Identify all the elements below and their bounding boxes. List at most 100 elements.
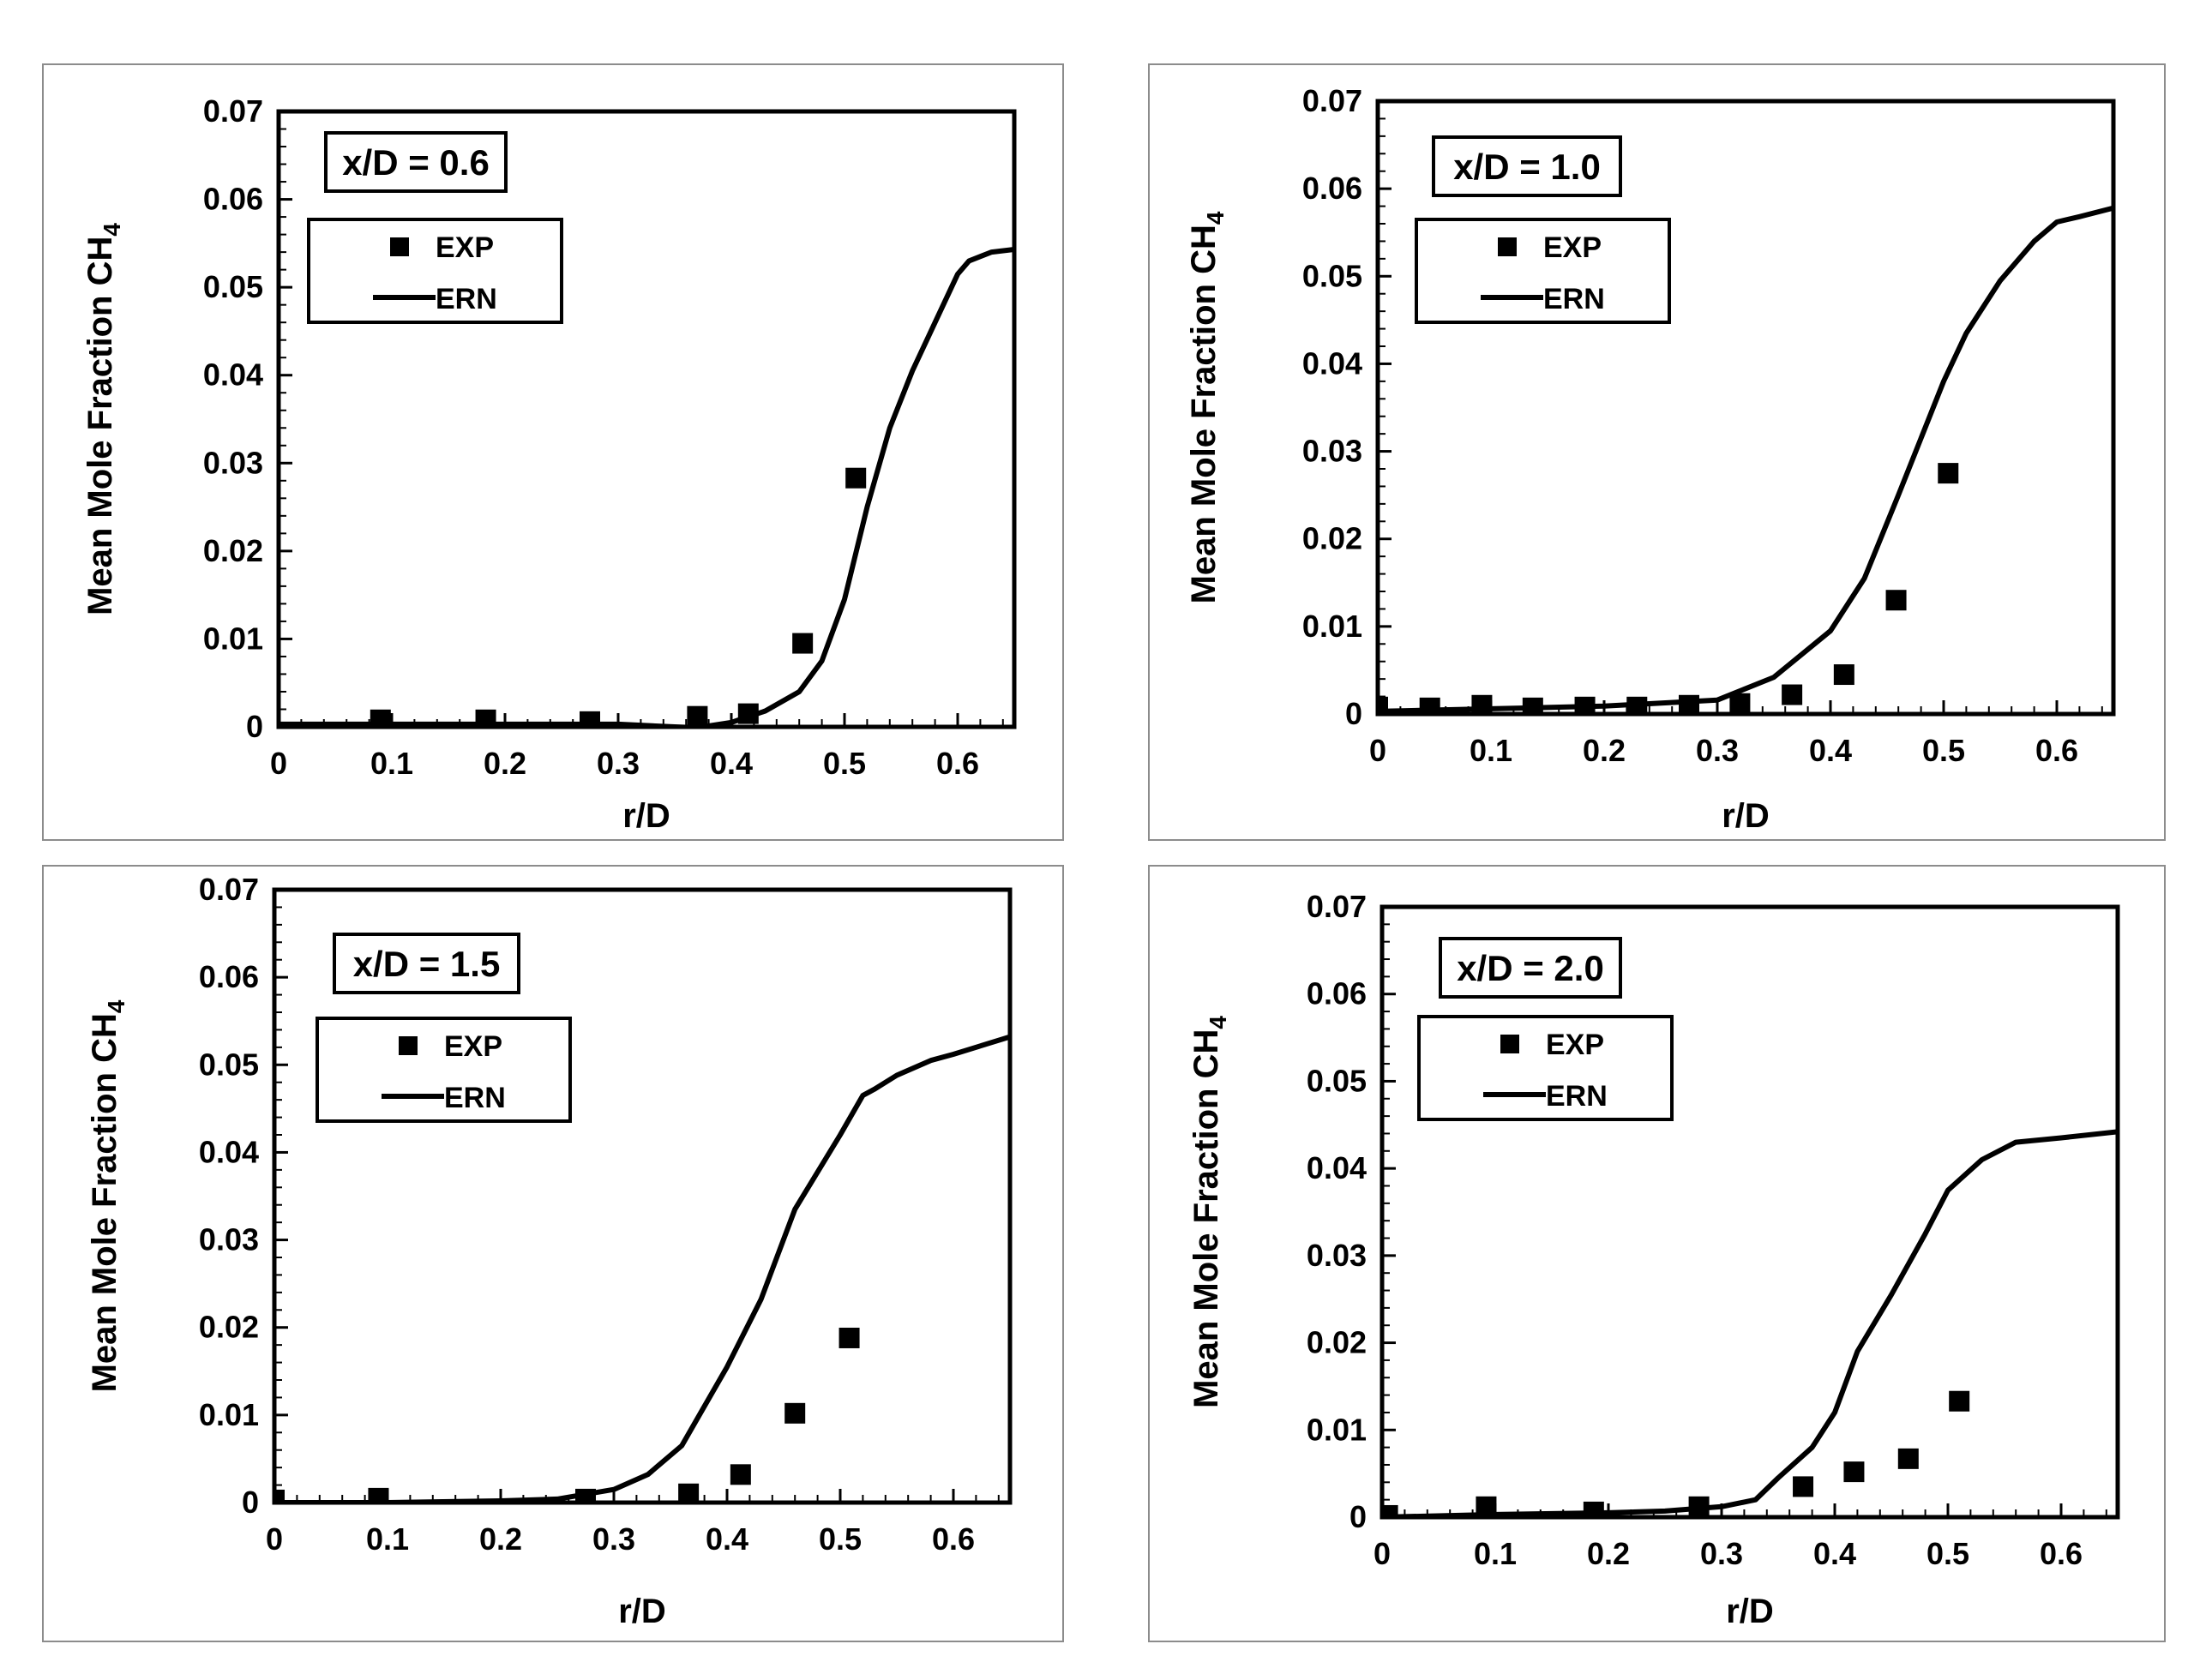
legend-ern-label: ERN (436, 283, 497, 315)
y-tick-label: 0.03 (1302, 434, 1362, 469)
plot-area (1379, 904, 2120, 1520)
legend-exp-marker (399, 1036, 418, 1055)
y-axis-title-main: Mean Mole Fraction CH (86, 1013, 123, 1392)
y-tick-label: 0.02 (203, 533, 263, 568)
condition-label: x/D = 2.0 (1457, 948, 1604, 988)
y-tick-label: 0.06 (1302, 171, 1362, 206)
x-axis-title: r/D (1726, 1593, 1774, 1630)
x-tick-label: 0 (266, 1521, 283, 1557)
y-tick-label: 0.04 (199, 1134, 259, 1169)
x-tick-label: 0.2 (1583, 733, 1626, 768)
exp-marker (1679, 694, 1699, 714)
x-tick-label: 0 (270, 746, 287, 781)
condition-box (1439, 937, 1622, 999)
y-axis-title: Mean Mole Fraction CH4 (1187, 1016, 1231, 1408)
y-tick-label: 0.01 (203, 621, 263, 656)
y-axis-title-subscript: 4 (1202, 211, 1229, 225)
y-tick-label: 0.07 (199, 872, 259, 907)
legend-exp-label: EXP (436, 231, 494, 264)
x-tick-label: 0.1 (366, 1521, 409, 1557)
y-tick-label: 0 (246, 709, 263, 744)
y-tick-label: 0.05 (203, 269, 263, 304)
y-tick-label: 0.07 (1307, 889, 1367, 924)
x-tick-label: 0.4 (706, 1521, 748, 1557)
y-tick-label: 0.07 (203, 93, 263, 129)
x-tick-label: 0.3 (597, 746, 640, 781)
x-tick-label: 0 (1369, 733, 1386, 768)
y-tick-label: 0.03 (199, 1222, 259, 1257)
legend-ern-label: ERN (1546, 1080, 1608, 1113)
x-tick-label: 0.5 (1922, 733, 1965, 768)
legend-ern-label: ERN (444, 1082, 506, 1114)
y-axis-title-subscript: 4 (103, 999, 129, 1013)
y-tick-label: 0.05 (199, 1047, 259, 1082)
y-tick-label: 0.01 (1307, 1412, 1367, 1447)
exp-marker (1471, 694, 1493, 714)
legend-box (1415, 218, 1671, 324)
y-axis-title-subscript: 4 (99, 223, 125, 237)
y-tick-label: 0 (1349, 1499, 1367, 1534)
x-tick-label: 0.4 (1813, 1536, 1856, 1571)
x-tick-label: 0.6 (2040, 1536, 2083, 1571)
y-axis-title: Mean Mole Fraction CH4 (81, 223, 125, 615)
legend-exp-marker (1500, 1035, 1519, 1053)
x-tick-label: 0.2 (484, 746, 526, 781)
exp-marker (1949, 1390, 1970, 1412)
series-group (279, 247, 1014, 727)
exp-marker (845, 467, 867, 489)
y-tick-label: 0.06 (199, 959, 259, 994)
y-tick-label: 0.02 (1302, 521, 1362, 556)
x-tick-label: 0.4 (1809, 733, 1852, 768)
exp-marker (1729, 693, 1751, 714)
x-tick-label: 0.6 (932, 1521, 975, 1557)
exp-marker (1833, 664, 1854, 686)
exp-marker (1843, 1461, 1865, 1483)
plot-area (1375, 99, 2116, 717)
x-tick-label: 0.3 (1696, 733, 1739, 768)
x-tick-label: 0.2 (479, 1521, 522, 1557)
x-tick-label: 0.3 (592, 1521, 635, 1557)
ern-curve (274, 1034, 1010, 1503)
x-tick-label: 0.1 (1470, 733, 1512, 768)
ern-curve (279, 247, 1014, 727)
exp-marker (687, 705, 708, 727)
legend-exp-label: EXP (1546, 1029, 1604, 1061)
x-tick-label: 0.3 (1700, 1536, 1743, 1571)
x-tick-label: 0.6 (936, 746, 979, 781)
x-tick-label: 0 (1373, 1536, 1391, 1571)
y-tick-label: 0.02 (1307, 1325, 1367, 1360)
y-tick-label: 0.03 (1307, 1238, 1367, 1273)
y-axis-title-main: Mean Mole Fraction CH (1187, 1029, 1225, 1408)
plot-area (276, 109, 1017, 729)
x-tick-label: 0.4 (710, 746, 753, 781)
y-tick-label: 0.04 (1307, 1150, 1367, 1185)
y-tick-label: 0.06 (1307, 976, 1367, 1011)
exp-marker (274, 1489, 285, 1503)
y-tick-label: 0.04 (203, 357, 263, 393)
chart-panel-1: 0 0.01 0.02 0.03 0.04 0.05 0.06 0.07 0 0.1 0.2 0.3 0… (42, 63, 1064, 841)
condition-box (1432, 135, 1622, 197)
chart-panel-2: 0 0.01 0.02 0.03 0.04 0.05 0.06 0.07 0 0.1 0.2 0.3 0… (1148, 63, 2166, 841)
exp-marker (678, 1483, 700, 1503)
condition-box (324, 131, 508, 193)
y-tick-label: 0.02 (199, 1310, 259, 1345)
exp-marker (1793, 1476, 1814, 1497)
condition-label: x/D = 1.5 (353, 944, 501, 984)
x-tick-label: 0.6 (2035, 733, 2078, 768)
y-tick-label: 0.05 (1307, 1063, 1367, 1098)
condition-label: x/D = 1.0 (1453, 147, 1601, 187)
series-group (1378, 205, 2113, 714)
ern-curve (1382, 1129, 2118, 1517)
y-axis-title-subscript: 4 (1205, 1016, 1231, 1029)
exp-marker (730, 1464, 751, 1485)
legend-box (316, 1017, 572, 1123)
exp-marker (792, 633, 814, 654)
exp-marker (1897, 1448, 1919, 1469)
x-axis-title: r/D (618, 1593, 666, 1630)
exp-marker (1782, 684, 1803, 705)
x-tick-label: 0.5 (823, 746, 866, 781)
y-tick-label: 0.01 (1302, 609, 1362, 644)
legend-box (1417, 1015, 1674, 1121)
legend-box (307, 218, 563, 324)
